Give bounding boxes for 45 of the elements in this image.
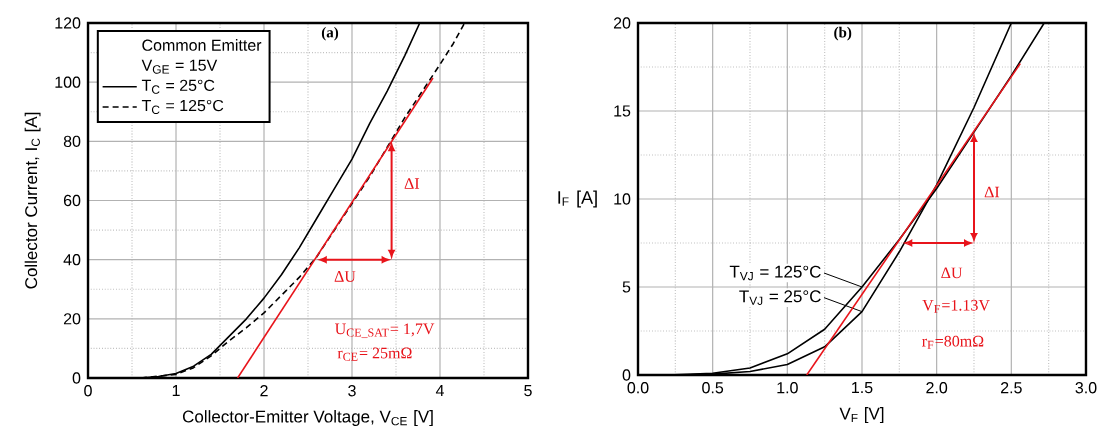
y-tick-label: 100	[55, 76, 81, 88]
x-tick-label: 2.0	[926, 382, 948, 394]
y-tick-label: 80	[63, 135, 81, 147]
x-tick-label: 5	[524, 385, 532, 397]
x-tick-label: 1	[172, 385, 180, 397]
annotation: V$_{F}$=1.13V	[922, 299, 990, 313]
annotation: ΔI	[984, 186, 1000, 198]
y-axis-title: I$_{F}$ [A]	[558, 190, 597, 208]
legend-label: T$_{C}$ = 125°C	[141, 99, 224, 115]
y-tick-label: 0	[72, 372, 81, 384]
x-tick-label: 1.0	[777, 382, 798, 394]
y-tick-label: 20	[613, 17, 631, 29]
annotation: U$_{CE_SAT}$= 1,7V	[335, 323, 435, 339]
y-tick-label: 60	[63, 194, 81, 207]
x-axis-title: V$_{F}$ [V]	[839, 407, 884, 423]
legend-title: Common Emitter	[142, 39, 262, 51]
annotation: r$_{F}$=80mΩ	[922, 335, 984, 349]
x-tick-label: 0.5	[702, 382, 724, 394]
x-tick-label: 1.5	[852, 382, 873, 394]
x-tick-label: 0	[84, 385, 92, 397]
y-tick-label: 20	[63, 313, 81, 325]
chart-title: (b)	[834, 26, 852, 41]
annotation: r$_{CE}$= 25mΩ	[337, 347, 412, 361]
legend-label: T$_{VJ}$ = 125°C	[729, 265, 821, 281]
chart-title: (a)	[321, 26, 339, 41]
y-tick-label: 120	[55, 17, 81, 29]
x-tick-label: 0.0	[627, 382, 649, 394]
x-tick-label: 2.5	[1001, 382, 1022, 394]
annotation: ΔU	[941, 267, 963, 279]
y-tick-label: 40	[63, 254, 81, 266]
x-tick-label: 2	[260, 385, 268, 397]
y-tick-label: 15	[614, 105, 631, 117]
x-tick-label: 3	[348, 385, 356, 397]
annotation: ΔU	[334, 271, 356, 282]
annotation: V$_{GE}$ = 15V	[141, 59, 218, 74]
x-tick-label: 3.0	[1075, 382, 1097, 394]
y-tick-label: 5	[622, 281, 631, 293]
x-axis-title: Collector-Emitter Voltage, V$_{CE}$ [V]	[182, 410, 433, 426]
x-tick-label: 4	[435, 385, 444, 397]
y-tick-label: 10	[614, 193, 631, 205]
y-tick-label: 0	[622, 369, 631, 381]
annotation: ΔI	[404, 178, 420, 189]
legend-label: T$_{C}$ = 25°C	[141, 79, 215, 94]
legend-label: T$_{VJ}$ = 25°C	[739, 290, 821, 305]
y-axis-title: Collector Current, I$_{C}$ [A]	[24, 112, 41, 289]
